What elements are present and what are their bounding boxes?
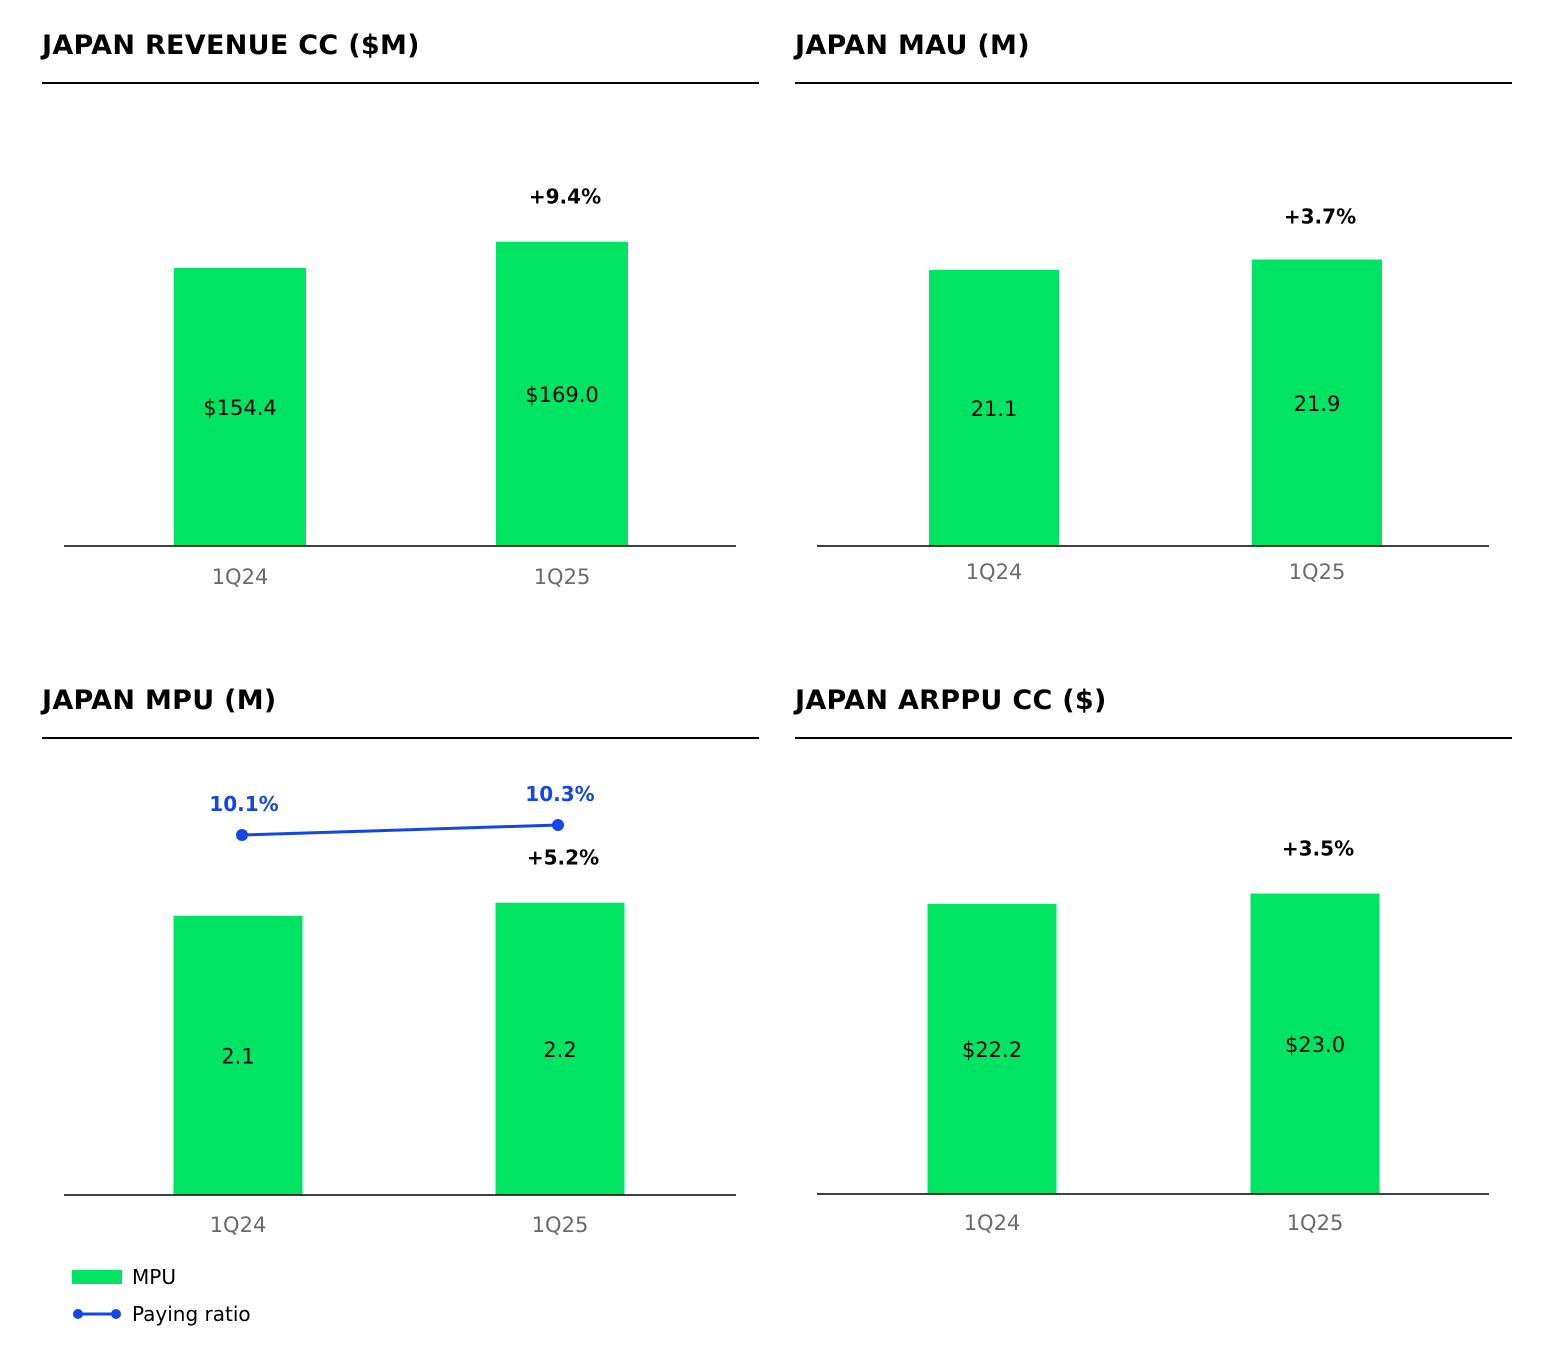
chart-title: JAPAN MAU (M)	[795, 30, 1030, 61]
paying-ratio-point	[552, 819, 564, 831]
bar-value-label: $23.0	[1285, 1033, 1345, 1057]
x-tick-label: 1Q24	[964, 1211, 1021, 1235]
paying-ratio-label: 10.3%	[525, 782, 594, 806]
legend: MPU Paying ratio	[72, 1258, 251, 1332]
x-tick-label: 1Q24	[966, 560, 1023, 584]
title-rule	[795, 82, 1512, 84]
bar-value-label: 21.1	[971, 397, 1018, 421]
bar	[495, 902, 625, 1195]
bar	[1252, 259, 1382, 546]
bar	[1250, 893, 1380, 1194]
bar-value-label: 21.9	[1294, 392, 1341, 416]
legend-item-mpu: MPU	[72, 1258, 251, 1295]
legend-item-paying-ratio: Paying ratio	[72, 1295, 251, 1332]
bar-value-label: $154.4	[203, 396, 276, 420]
paying-ratio-line	[241, 823, 559, 837]
bar	[174, 268, 306, 546]
legend-swatch-mpu	[72, 1269, 122, 1284]
x-tick-label: 1Q25	[532, 1213, 589, 1237]
title-rule	[795, 737, 1512, 739]
bar	[927, 904, 1057, 1194]
x-tick-label: 1Q24	[210, 1213, 267, 1237]
title-rule	[42, 82, 759, 84]
legend-swatch-paying-ratio	[72, 1307, 122, 1321]
growth-label: +9.4%	[529, 185, 601, 209]
chart-title: JAPAN REVENUE CC ($M)	[42, 30, 420, 61]
bar-value-label: $22.2	[962, 1038, 1022, 1062]
bar	[173, 916, 303, 1195]
title-rule	[42, 737, 759, 739]
bar	[496, 241, 628, 546]
bar-value-label: $169.0	[525, 383, 598, 407]
x-tick-label: 1Q24	[212, 565, 269, 589]
bar-value-label: 2.2	[543, 1038, 576, 1062]
paying-ratio-point	[236, 829, 248, 841]
bar-value-label: 2.1	[221, 1045, 254, 1069]
x-tick-label: 1Q25	[1287, 1211, 1344, 1235]
x-tick-label: 1Q25	[1289, 560, 1346, 584]
paying-ratio-label: 10.1%	[209, 792, 278, 816]
growth-label: +3.5%	[1282, 837, 1354, 861]
growth-label: +3.7%	[1284, 205, 1356, 229]
chart-title: JAPAN MPU (M)	[42, 685, 277, 716]
x-tick-label: 1Q25	[534, 565, 591, 589]
chart-title: JAPAN ARPPU CC ($)	[795, 685, 1107, 716]
legend-label-mpu: MPU	[132, 1264, 176, 1289]
legend-label-paying-ratio: Paying ratio	[132, 1301, 251, 1326]
growth-label: +5.2%	[527, 846, 599, 870]
bar	[929, 270, 1059, 546]
